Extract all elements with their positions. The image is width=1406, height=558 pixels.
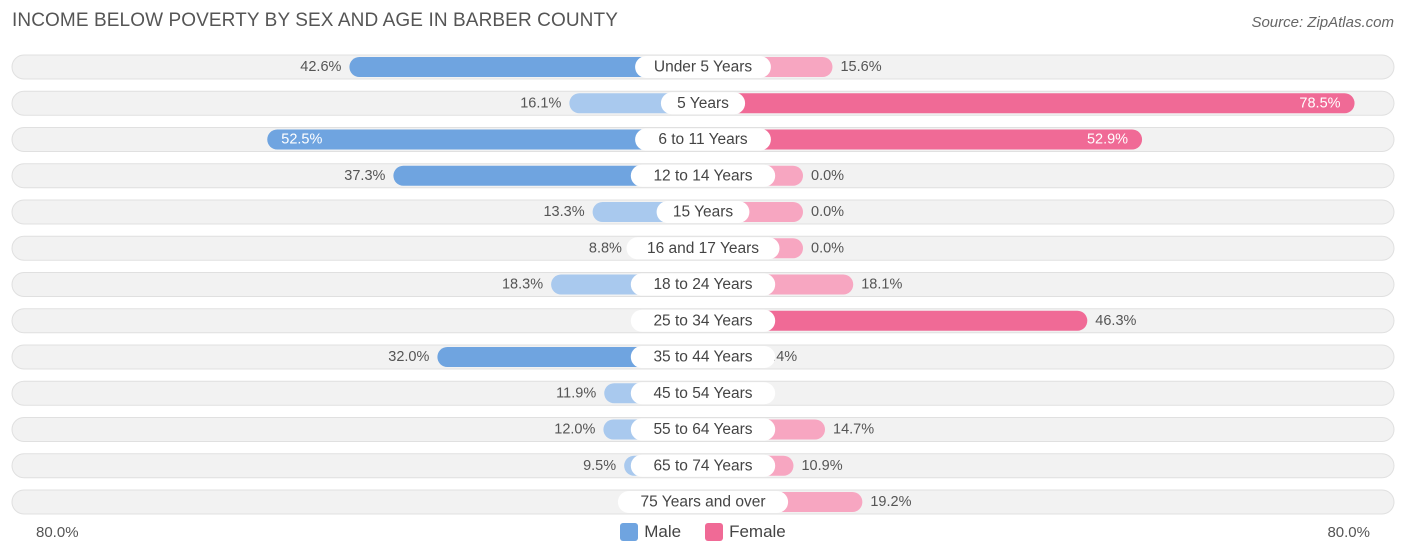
category-pill [630, 309, 776, 332]
category-label: 16 and 17 Years [647, 240, 759, 257]
category-pill [626, 237, 780, 260]
female-value-label: 78.5% [1299, 95, 1340, 111]
male-value-label: 37.3% [344, 168, 385, 184]
source-note: Source: ZipAtlas.com [1251, 14, 1394, 31]
female-bar [703, 310, 1088, 331]
male-bar [349, 57, 703, 77]
male-value-label: 11.9% [556, 385, 596, 401]
category-pill [635, 56, 771, 78]
chart-title: INCOME BELOW POVERTY BY SEX AND AGE IN B… [12, 10, 618, 31]
category-label: 15 Years [673, 204, 734, 221]
female-bar [703, 93, 1355, 114]
female-bar [703, 129, 1143, 150]
category-label: 35 to 44 Years [653, 349, 752, 366]
chart-canvas: 42.6% 15.6% Under 5 Years 16.1% 78.5% 5 Years… [11, 54, 1395, 515]
male-value-label: 13.3% [543, 204, 584, 220]
category-label: 55 to 64 Years [653, 421, 752, 438]
category-pill [660, 92, 746, 115]
male-value-label: 12.0% [554, 422, 595, 438]
category-label: 65 to 74 Years [653, 457, 752, 474]
female-value-label: 19.2% [870, 494, 911, 510]
legend-swatch-male [620, 523, 639, 541]
legend-item-female[interactable]: Female [705, 522, 786, 542]
female-value-label: 0.0% [811, 204, 844, 220]
male-value-label: 8.8% [589, 240, 622, 256]
category-label: 6 to 11 Years [658, 131, 748, 148]
female-value-label: 52.9% [1087, 132, 1128, 148]
category-pill [656, 201, 750, 223]
male-value-label: 52.5% [281, 132, 322, 148]
category-pill [630, 418, 776, 441]
female-value-label: 14.7% [833, 422, 874, 438]
category-label: 75 Years and over [641, 494, 766, 511]
category-label: 25 to 34 Years [653, 312, 752, 329]
male-value-label: 42.6% [300, 59, 341, 75]
male-bar [267, 129, 703, 150]
male-value-label: 18.3% [502, 277, 543, 293]
female-value-label: 0.0% [811, 168, 844, 184]
category-pill [630, 346, 776, 368]
category-pill [630, 382, 776, 405]
female-value-label: 18.1% [861, 277, 902, 293]
category-pill [630, 273, 776, 296]
legend-swatch-female [705, 523, 724, 541]
legend-label-female: Female [729, 522, 786, 541]
male-value-label: 9.5% [583, 458, 616, 474]
category-label: 18 to 24 Years [653, 276, 752, 293]
female-value-label: 10.9% [801, 458, 842, 474]
category-label: 5 Years [677, 95, 729, 112]
male-bar [393, 165, 703, 186]
category-pill [630, 454, 776, 477]
category-label: Under 5 Years [654, 59, 752, 76]
category-label: 45 to 54 Years [653, 385, 752, 402]
female-value-label: 46.3% [1095, 313, 1136, 329]
legend-label-male: Male [644, 522, 682, 541]
female-value-label: 0.0% [811, 240, 844, 256]
female-value-label: 15.6% [840, 59, 881, 75]
axis-left-label: 80.0% [36, 524, 79, 541]
category-label: 12 to 14 Years [653, 167, 752, 184]
category-pill [635, 128, 771, 151]
category-pill [630, 164, 776, 187]
category-pill [617, 491, 789, 513]
legend: Male Female [0, 522, 1406, 542]
male-value-label: 32.0% [388, 349, 429, 365]
legend-item-male[interactable]: Male [620, 522, 681, 542]
male-value-label: 16.1% [520, 95, 561, 111]
axis-right-label: 80.0% [1327, 524, 1370, 541]
